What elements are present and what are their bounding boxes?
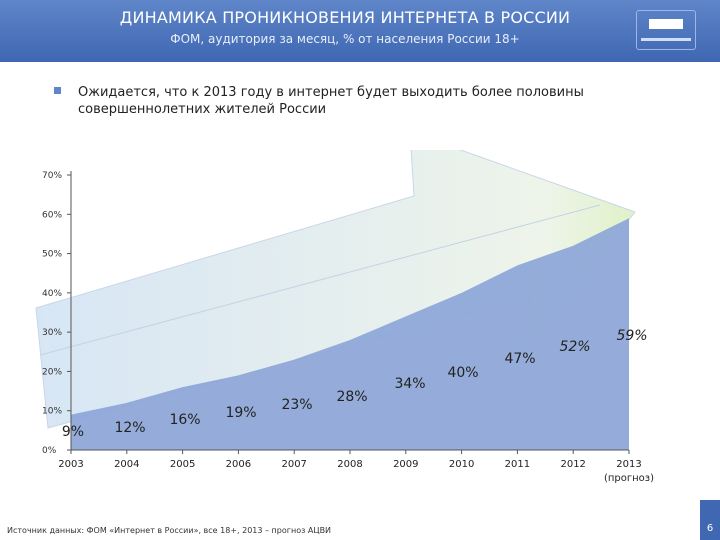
logo	[636, 10, 696, 50]
bullet-marker	[54, 87, 61, 94]
source-note: Источник данных: ФОМ «Интернет в России»…	[7, 526, 332, 535]
data-label: 19%	[225, 405, 256, 421]
x-tick-label: 2012	[560, 459, 585, 470]
area-series	[71, 218, 629, 450]
header-bar: ДИНАМИКА ПРОНИКНОВЕНИЯ ИНТЕРНЕТА В РОССИ…	[0, 0, 720, 62]
y-tick-label: 0%	[42, 446, 57, 456]
y-tick-label: 50%	[42, 250, 62, 260]
x-tick-label: 2005	[170, 459, 195, 470]
x-tick-label: 2011	[505, 459, 530, 470]
page-title: ДИНАМИКА ПРОНИКНОВЕНИЯ ИНТЕРНЕТА В РОССИ…	[119, 8, 571, 27]
data-label: 9%	[62, 424, 84, 440]
logo-line	[641, 38, 691, 41]
x-tick-label: 2010	[449, 459, 474, 470]
logo-mark	[649, 19, 683, 29]
x-tick-label: 2013	[616, 459, 641, 470]
data-label: 34%	[394, 376, 425, 392]
x-tick-label: 2003	[58, 459, 83, 470]
data-label: 16%	[169, 412, 200, 428]
y-tick-label: 10%	[42, 407, 62, 417]
x-tick-label: 2004	[114, 459, 139, 470]
data-label: 28%	[336, 389, 367, 405]
x-tick-label: 2007	[281, 459, 306, 470]
x-tick-label: 2008	[337, 459, 362, 470]
x-tick-sublabel: (прогноз)	[604, 473, 654, 484]
data-label: 23%	[281, 397, 312, 413]
data-label: 52%	[559, 339, 590, 355]
bullet-text: Ожидается, что к 2013 году в интернет бу…	[78, 85, 584, 117]
data-label: 59%	[616, 328, 647, 344]
data-label: 12%	[114, 420, 145, 436]
x-tick-label: 2009	[393, 459, 418, 470]
y-tick-label: 60%	[42, 210, 62, 220]
page-number: 6	[706, 523, 714, 534]
chart: 0% 10% 20% 30% 40% 50% 60% 70% 2003 2004 2005 2006 2…	[35, 150, 654, 484]
y-tick-label: 20%	[42, 367, 62, 377]
data-label: 47%	[504, 351, 535, 367]
y-tick-label: 40%	[42, 289, 62, 299]
data-label: 40%	[447, 365, 478, 381]
page-subtitle: ФОМ, аудитория за месяц, % от населения …	[170, 32, 520, 46]
y-tick-label: 70%	[42, 171, 62, 181]
trend-arrow-line	[39, 204, 601, 356]
page-number-bar	[700, 500, 720, 540]
y-tick-label: 30%	[42, 328, 62, 338]
x-tick-label: 2006	[226, 459, 251, 470]
